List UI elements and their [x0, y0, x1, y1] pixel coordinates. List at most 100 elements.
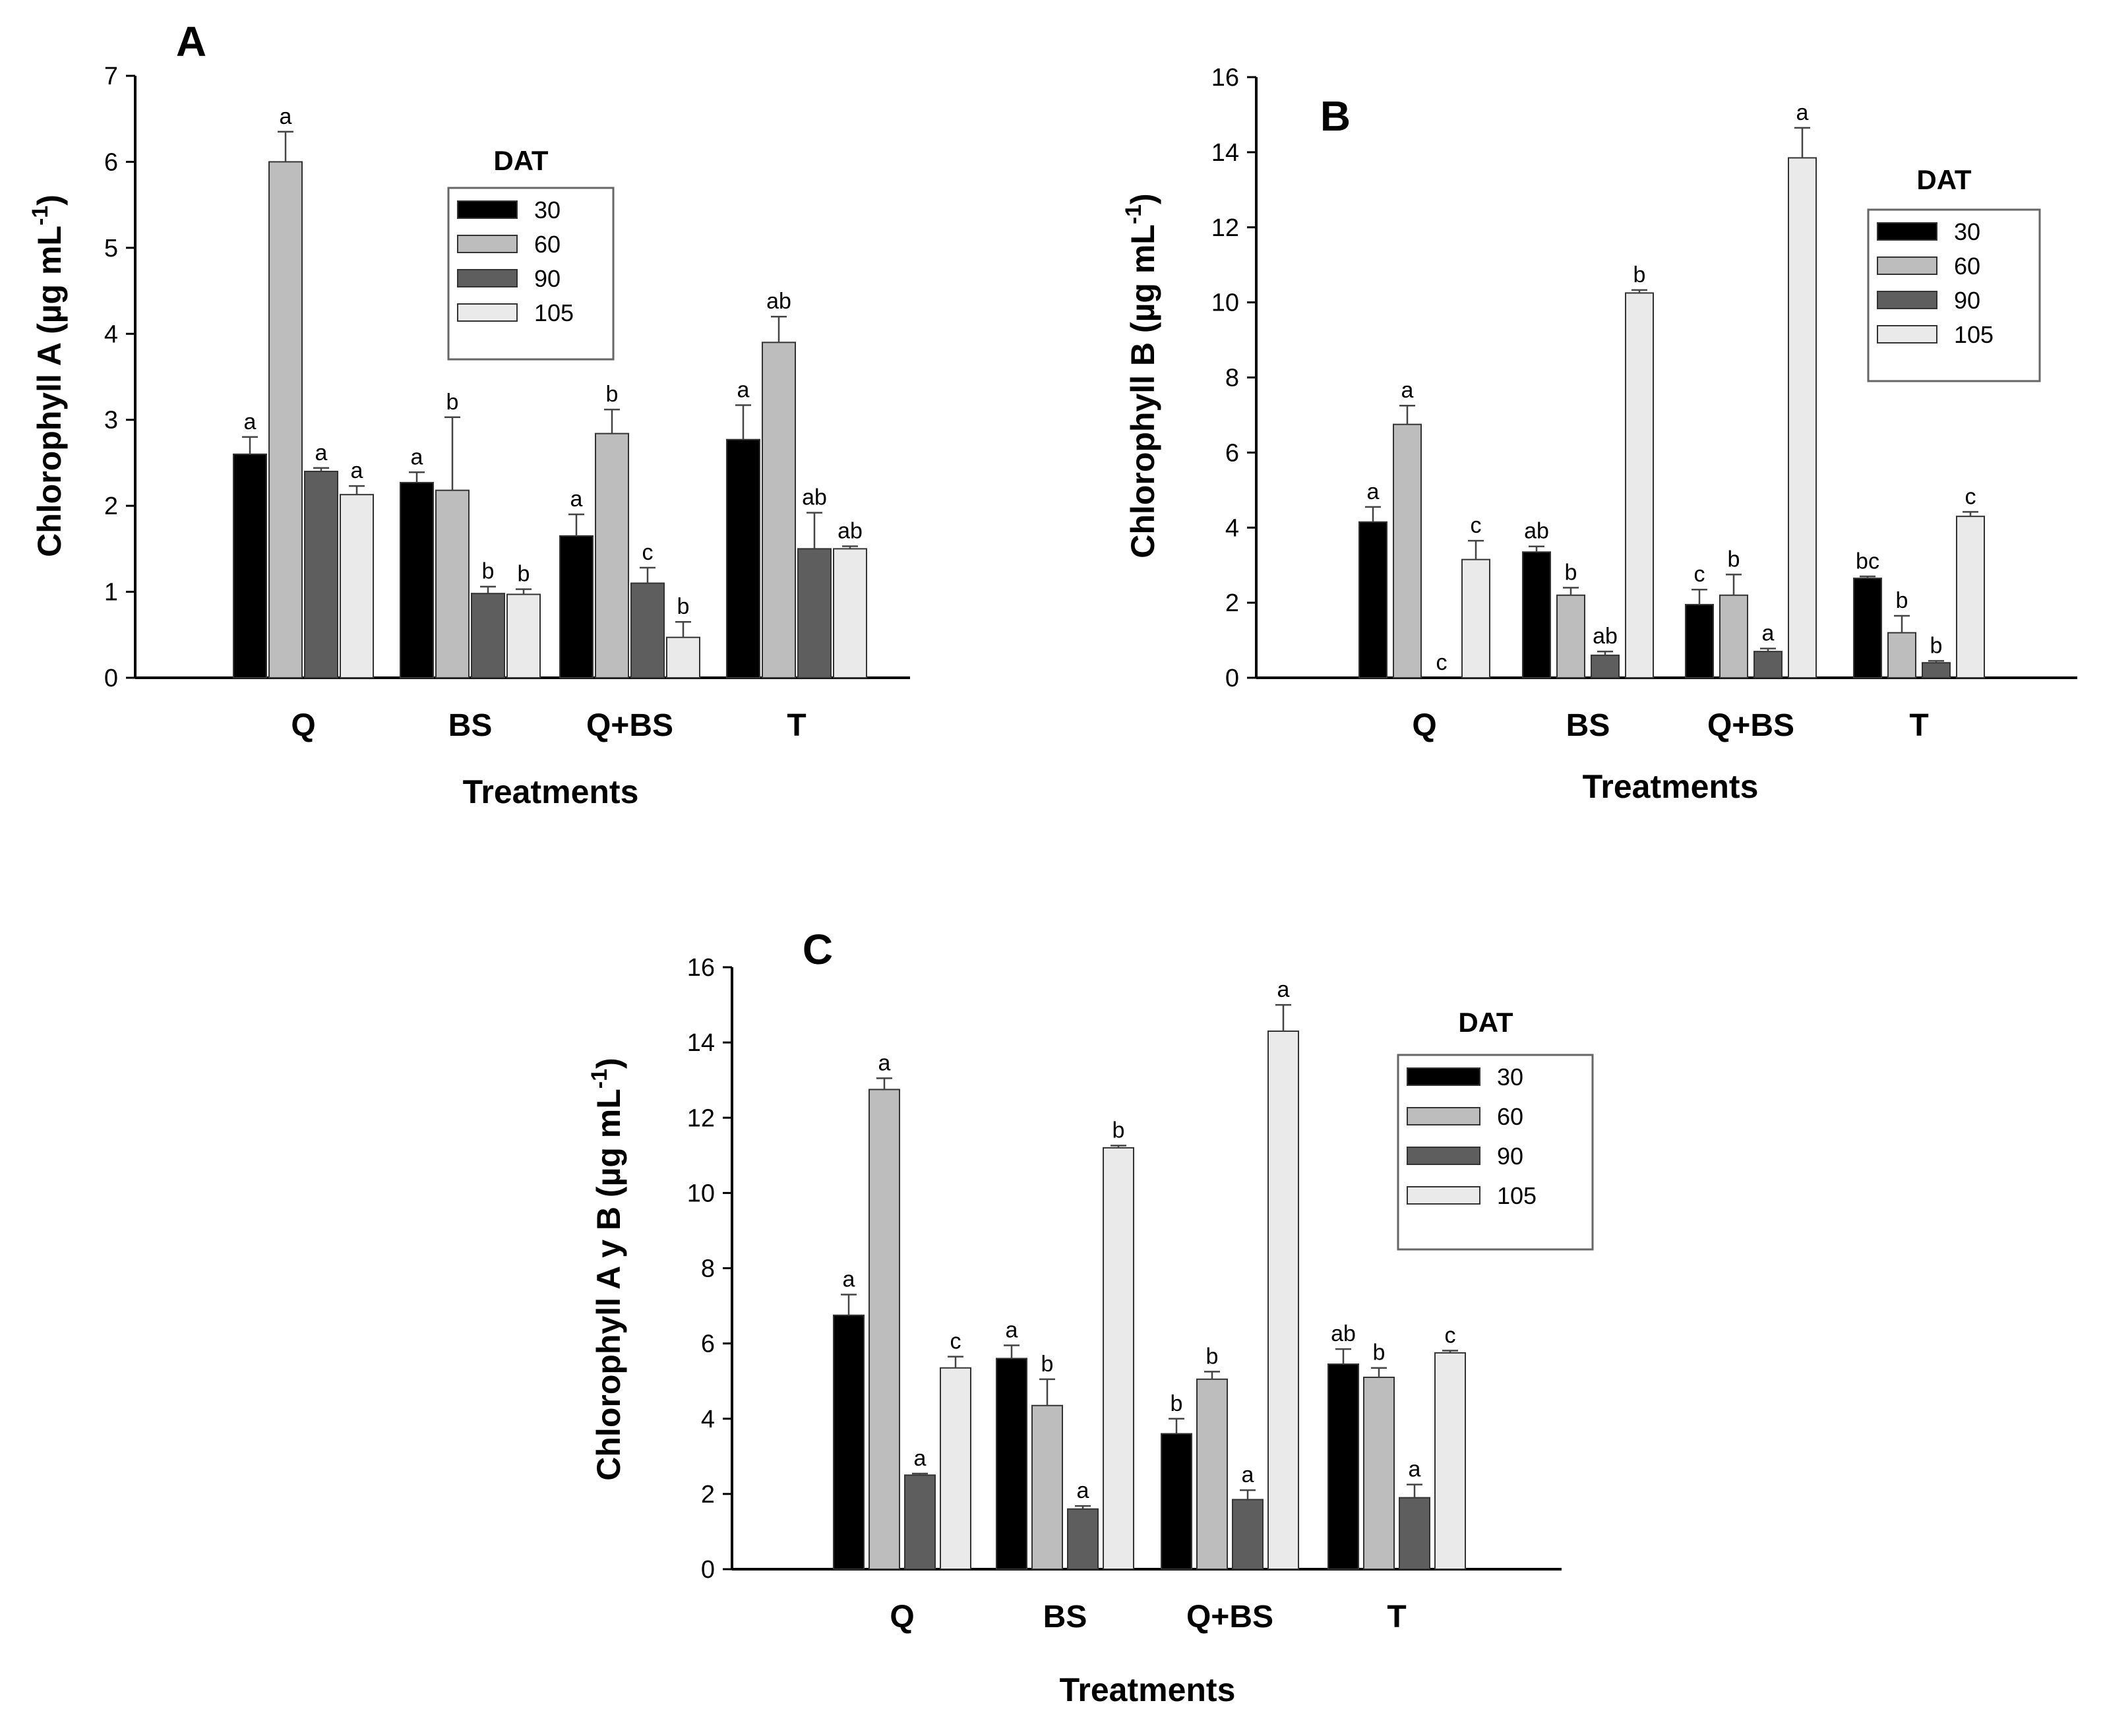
y-tick-label: 2	[701, 1481, 715, 1509]
category-label: Q+BS	[1707, 708, 1794, 743]
y-tick-label: 8	[701, 1255, 715, 1283]
category-label: Q	[1412, 708, 1436, 743]
y-tick-label: 1	[104, 579, 118, 607]
y-tick-label: 10	[1211, 289, 1239, 317]
significance-label: b	[1896, 588, 1908, 613]
bar	[833, 548, 867, 678]
bar	[304, 470, 338, 678]
category-label: BS	[448, 708, 493, 743]
significance-label: a	[570, 487, 583, 512]
bar	[1719, 594, 1748, 678]
legend-label: 30	[1497, 1063, 1523, 1091]
bar	[1031, 1404, 1063, 1570]
significance-label: a	[1367, 479, 1380, 504]
significance-label: ab	[802, 485, 827, 510]
significance-label: ab	[838, 518, 863, 543]
legend-box	[1397, 1054, 1594, 1251]
bar	[1434, 1352, 1466, 1570]
bar	[1788, 157, 1817, 678]
y-tick-label: 0	[701, 1556, 715, 1584]
bar	[1399, 1497, 1430, 1571]
bar	[1232, 1499, 1264, 1570]
legend-label: 105	[1497, 1182, 1537, 1209]
bar	[1625, 292, 1654, 678]
legend-swatch	[1407, 1186, 1480, 1205]
bar	[797, 548, 832, 678]
bar	[595, 433, 629, 679]
significance-label: b	[482, 559, 495, 584]
legend-label: 60	[1497, 1103, 1523, 1130]
bar	[1461, 558, 1490, 678]
legend: DAT 30 60 90 105	[1867, 164, 2041, 382]
significance-label: bc	[1856, 549, 1879, 574]
legend-label: 90	[1497, 1143, 1523, 1170]
bar	[1591, 654, 1620, 679]
legend-swatch	[457, 303, 518, 322]
bar	[1685, 603, 1714, 678]
y-tick-label: 6	[701, 1331, 715, 1358]
x-axis-label: Treatments	[463, 773, 639, 810]
significance-label: a	[411, 444, 423, 469]
legend-label: 60	[1954, 253, 1980, 280]
panel-label: A	[176, 18, 206, 65]
chart-panel-C: C 0 2 4 6 8 10 12 14 16 Treatments Chlorophyll A y …	[587, 926, 1594, 1708]
legend-swatch	[1877, 222, 1937, 241]
category-label: T	[787, 708, 806, 743]
panel-label: B	[1320, 92, 1351, 140]
significance-label: b	[1633, 262, 1646, 287]
legend-label: 60	[534, 231, 561, 258]
bar	[630, 582, 665, 678]
significance-label: c	[1471, 513, 1482, 538]
legend-swatch	[1407, 1147, 1480, 1165]
bar	[1358, 521, 1387, 678]
significance-label: b	[1171, 1391, 1183, 1416]
panel-label: C	[803, 926, 833, 973]
bar	[233, 453, 267, 679]
significance-label: a	[1077, 1478, 1089, 1503]
legend-swatch	[457, 235, 518, 253]
legend: DAT 30 60 90 105	[447, 145, 615, 361]
bar	[666, 636, 700, 678]
y-tick-label: 16	[687, 954, 715, 982]
significance-label: a	[280, 104, 292, 129]
significance-label: c	[1965, 484, 1976, 509]
significance-label: b	[677, 594, 690, 619]
significance-label: ab	[1593, 624, 1618, 649]
category-label: Q+BS	[1186, 1600, 1273, 1634]
y-tick-label: 4	[701, 1406, 715, 1433]
y-axis-label: Chlorophyll A (µg mL-1)	[28, 195, 68, 557]
significance-label: b	[1112, 1118, 1125, 1143]
legend-swatch	[1407, 1067, 1480, 1086]
legend-swatch	[457, 200, 518, 219]
significance-label: b	[1565, 560, 1577, 585]
bar	[996, 1358, 1027, 1570]
y-tick-label: 0	[104, 665, 118, 692]
significance-label: c	[1445, 1323, 1456, 1348]
significance-label: a	[1409, 1457, 1421, 1482]
category-label: T	[1909, 708, 1928, 743]
legend-title: DAT	[1916, 164, 1972, 195]
legend-label: 105	[1954, 321, 1994, 348]
bar	[1363, 1376, 1395, 1570]
bar	[762, 342, 796, 678]
bar	[833, 1314, 865, 1570]
category-label: T	[1387, 1600, 1406, 1634]
category-label: Q	[890, 1600, 914, 1634]
bar	[1161, 1433, 1192, 1570]
bar	[1922, 662, 1951, 678]
significance-label: a	[351, 458, 363, 483]
y-tick-label: 5	[104, 235, 118, 262]
bar	[435, 489, 470, 678]
bar	[340, 494, 374, 678]
y-tick-label: 7	[104, 63, 118, 90]
significance-label: c	[1436, 650, 1448, 675]
x-axis-label: Treatments	[1583, 768, 1759, 805]
significance-label: a	[315, 440, 328, 465]
legend-title: DAT	[493, 145, 549, 176]
significance-label: ab	[1331, 1321, 1356, 1346]
y-tick-label: 2	[1225, 589, 1239, 617]
bar	[1196, 1378, 1228, 1571]
significance-label: a	[1277, 977, 1290, 1002]
legend-swatch	[1877, 291, 1937, 309]
bar	[1522, 551, 1551, 679]
